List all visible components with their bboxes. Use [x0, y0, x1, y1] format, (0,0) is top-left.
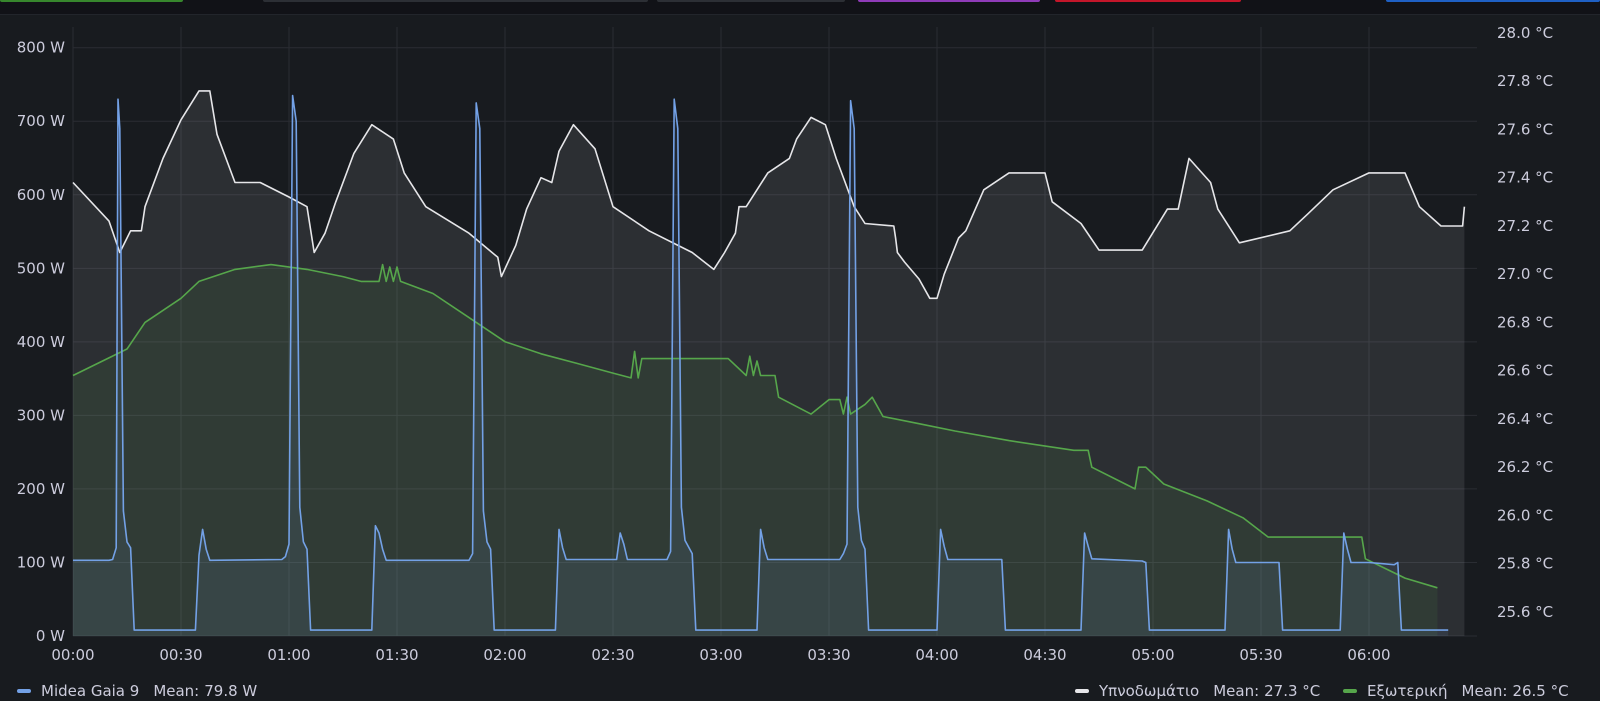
y-right-tick-label: 28.0 °C — [1497, 24, 1553, 42]
legend-mean-label: Mean: — [153, 682, 200, 700]
y-right-tick-label: 26.4 °C — [1497, 410, 1553, 428]
tab-indicator-dark-1[interactable] — [263, 0, 648, 2]
y-right-tick-label: 26.8 °C — [1497, 313, 1553, 331]
y-left-tick-label: 700 W — [17, 112, 65, 130]
x-tick-label: 04:00 — [915, 646, 958, 664]
y-right-tick-label: 25.6 °C — [1497, 603, 1553, 621]
y-right-tick-label: 27.6 °C — [1497, 120, 1553, 138]
legend-mean-label: Mean: — [1461, 682, 1508, 700]
tab-indicator-red[interactable] — [1055, 0, 1241, 2]
y-right-tick-label: 26.0 °C — [1497, 506, 1553, 524]
y-left-tick-label: 100 W — [17, 553, 65, 571]
y-left-tick-label: 500 W — [17, 259, 65, 277]
legend-mean-label: Mean: — [1213, 682, 1260, 700]
legend-item-ypnodomatio[interactable]: Υπνοδωμάτιο Mean: 27.3 °C — [1075, 682, 1320, 700]
y-right-tick-label: 27.8 °C — [1497, 72, 1553, 90]
legend-swatch-midea-gaia-9 — [17, 689, 31, 693]
tab-indicator-purple[interactable] — [858, 0, 1040, 2]
legend-mean-value: 27.3 °C — [1264, 682, 1321, 700]
x-tick-label: 00:30 — [159, 646, 202, 664]
legend-swatch-ypnodomatio — [1075, 689, 1089, 693]
legend-series-name: Υπνοδωμάτιο — [1099, 682, 1200, 700]
x-tick-label: 00:00 — [51, 646, 94, 664]
y-left-tick-label: 0 W — [36, 627, 65, 645]
legend-swatch-exoteriki — [1343, 689, 1357, 693]
y-right-tick-label: 27.2 °C — [1497, 217, 1553, 235]
tab-indicator-dark-2[interactable] — [657, 0, 845, 2]
timeseries-chart[interactable]: 0 W 100 W 200 W 300 W 400 W 500 W 600 W 700 W 80… — [0, 0, 1600, 681]
x-tick-label: 04:30 — [1023, 646, 1066, 664]
right-y-axis: 25.6 °C 25.8 °C 26.0 °C 26.2 °C 26.4 °C 26.6 … — [1497, 24, 1553, 621]
series-fills — [73, 90, 1465, 636]
legend-item-midea-gaia-9[interactable]: Midea Gaia 9 Mean: 79.8 W — [17, 682, 257, 700]
x-tick-label: 05:30 — [1239, 646, 1282, 664]
series-area-midea-gaia-9 — [73, 95, 1449, 636]
y-left-tick-label: 300 W — [17, 406, 65, 424]
y-right-tick-label: 26.2 °C — [1497, 458, 1553, 476]
left-y-axis: 0 W 100 W 200 W 300 W 400 W 500 W 600 W 700 W 80… — [17, 39, 65, 645]
tab-indicator-green[interactable] — [0, 0, 183, 2]
legend-item-exoteriki[interactable]: Εξωτερική Mean: 26.5 °C — [1343, 682, 1569, 700]
series-area-exoteriki — [73, 264, 1438, 636]
x-axis: 00:00 00:30 01:00 01:30 02:00 02:30 03:00 03:30… — [51, 646, 1390, 664]
series-line-midea-gaia-9[interactable] — [73, 94, 1449, 631]
y-right-tick-label: 27.4 °C — [1497, 169, 1553, 187]
y-right-tick-label: 27.0 °C — [1497, 265, 1553, 283]
x-tick-label: 02:30 — [591, 646, 634, 664]
x-tick-label: 03:30 — [807, 646, 850, 664]
series-line-ypnodomatio[interactable] — [72, 90, 1466, 300]
y-left-tick-label: 400 W — [17, 333, 65, 351]
series-lines — [72, 90, 1466, 631]
x-tick-label: 02:00 — [483, 646, 526, 664]
y-left-tick-label: 800 W — [17, 39, 65, 57]
x-tick-label: 01:00 — [267, 646, 310, 664]
legend-mean-value: 26.5 °C — [1512, 682, 1569, 700]
legend-series-name: Midea Gaia 9 — [41, 682, 140, 700]
x-tick-label: 05:00 — [1131, 646, 1174, 664]
top-tab-bar — [0, 0, 1600, 15]
y-left-tick-label: 200 W — [17, 480, 65, 498]
legend: Midea Gaia 9 Mean: 79.8 W Υπνοδωμάτιο Me… — [0, 681, 1600, 701]
tab-indicator-blue[interactable] — [1386, 0, 1600, 2]
y-right-tick-label: 25.8 °C — [1497, 555, 1553, 573]
y-left-tick-label: 600 W — [17, 186, 65, 204]
x-tick-label: 06:00 — [1347, 646, 1390, 664]
legend-series-name: Εξωτερική — [1367, 682, 1448, 700]
y-right-tick-label: 26.6 °C — [1497, 362, 1553, 380]
x-tick-label: 03:00 — [699, 646, 742, 664]
series-area-ypnodomatio — [73, 90, 1465, 636]
x-tick-label: 01:30 — [375, 646, 418, 664]
legend-mean-value: 79.8 W — [204, 682, 258, 700]
series-line-exoteriki[interactable] — [72, 263, 1438, 589]
